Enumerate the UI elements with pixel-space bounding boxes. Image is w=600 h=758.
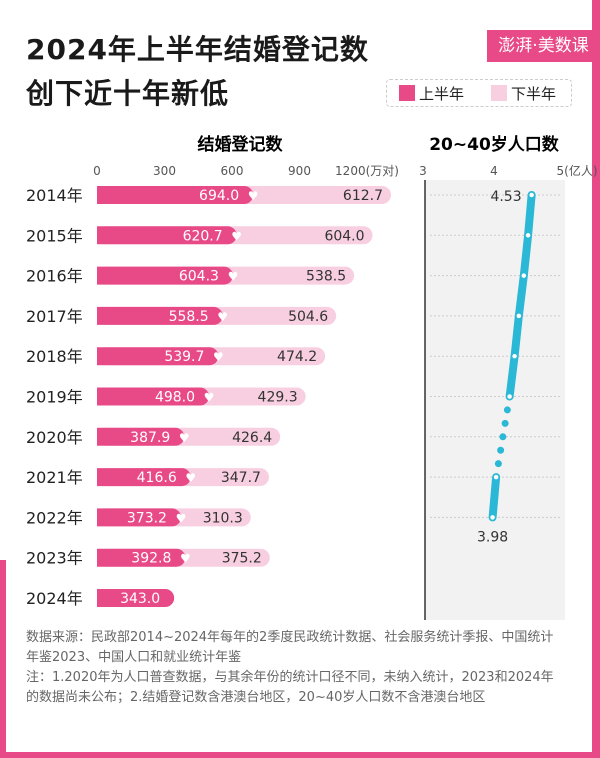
bar-first-half — [97, 387, 210, 406]
bar-value-label: 474.2 — [277, 349, 317, 365]
population-point — [524, 231, 532, 240]
population-line — [505, 191, 536, 401]
bar-value-label: 498.0 — [155, 390, 195, 406]
x-tick-label: 0 — [93, 164, 101, 178]
frame-border — [0, 560, 6, 758]
bar-first-half — [97, 468, 191, 487]
heart-icon: ♥ — [217, 310, 228, 324]
x-tick-label: 5(亿人) — [557, 163, 598, 178]
heart-icon: ♥ — [176, 511, 187, 525]
population-gap-dot — [499, 433, 507, 441]
bar-value-label: 539.7 — [164, 349, 204, 365]
bar-value-label: 620.7 — [183, 228, 223, 244]
population-value-label: 3.98 — [477, 529, 508, 545]
population-point — [515, 312, 523, 320]
x-tick-label: 4 — [490, 164, 498, 178]
x-tick-label: 300 — [153, 164, 176, 178]
bar-value-label: 392.8 — [131, 551, 171, 567]
bar-first-half — [97, 548, 186, 567]
category-label: 2019年 — [26, 388, 83, 407]
category-label: 2022年 — [26, 508, 83, 527]
bar-value-label: 558.5 — [169, 309, 209, 325]
population-value-label: 4.53 — [490, 189, 521, 205]
population-gap-dot — [494, 460, 502, 468]
bar-value-label: 604.0 — [324, 228, 364, 244]
bar-value-label: 373.2 — [127, 510, 167, 526]
bar-value-label: 429.3 — [258, 390, 298, 406]
bar-first-half — [97, 186, 254, 204]
frame-border — [592, 0, 600, 758]
legend: 上半年 下半年 — [386, 79, 572, 107]
heart-icon: ♥ — [248, 189, 259, 203]
frame-border — [0, 752, 600, 758]
category-label: 2018年 — [26, 347, 83, 366]
category-label: 2020年 — [26, 428, 83, 447]
line-chart-title: 20~40岁人口数 — [429, 134, 560, 155]
population-panel-bg — [425, 180, 565, 620]
notes: 数据来源：民政部2014~2024年每年的2季度民政统计数据、社会服务统计季报、… — [26, 628, 566, 708]
population-point — [505, 392, 514, 401]
footnote: 注：1.2020年为人口普查数据，与其余年份的统计口径不同，未纳入统计，2023… — [26, 670, 554, 705]
x-tick-label: 3 — [419, 164, 427, 178]
heart-icon: ♥ — [185, 471, 196, 485]
legend-label: 下半年 — [511, 85, 557, 103]
x-tick-label: 600 — [221, 164, 244, 178]
population-point — [488, 513, 497, 522]
bar-value-label: 416.6 — [137, 470, 177, 486]
bar-value-label: 310.3 — [203, 510, 243, 526]
population-point — [520, 271, 528, 280]
category-label: 2017年 — [26, 307, 83, 326]
heart-icon: ♥ — [179, 431, 190, 445]
category-label: 2015年 — [26, 226, 83, 245]
population-point — [510, 352, 519, 360]
legend-label: 上半年 — [419, 85, 465, 103]
brand-logo: 澎湃·美数课 — [487, 30, 600, 62]
bar-first-half — [97, 266, 233, 285]
heart-icon: ♥ — [204, 391, 215, 405]
category-label: 2023年 — [26, 549, 83, 568]
population-line — [488, 473, 501, 522]
x-tick-label: 1200(万对) — [335, 164, 399, 178]
title-line-2: 创下近十年新低 — [26, 77, 230, 110]
title-line-1: 2024年上半年结婚登记数 — [26, 33, 369, 66]
bar-first-half — [97, 226, 237, 245]
population-point — [492, 473, 500, 481]
bar-first-half — [97, 427, 185, 446]
bar-first-half — [97, 508, 181, 527]
population-point — [527, 191, 536, 199]
bar-value-label: 612.7 — [343, 188, 383, 204]
bar-first-half — [97, 589, 175, 607]
bar-first-half — [97, 306, 223, 325]
category-label: 2014年 — [26, 186, 83, 205]
bar-value-label: 538.5 — [306, 269, 346, 285]
bar-value-label: 347.7 — [221, 470, 261, 486]
bar-value-label: 604.3 — [179, 269, 219, 285]
bar-value-label: 387.9 — [130, 430, 170, 446]
bar-value-label: 504.6 — [288, 309, 328, 325]
bar-value-label: 694.0 — [199, 188, 239, 204]
population-gap-dot — [497, 446, 505, 454]
chart-area: 结婚登记数 20~40岁人口数 0 300 600 900 1200(万对) 2014年 6… — [26, 134, 598, 620]
category-label: 2024年 — [26, 589, 83, 608]
heart-icon: ♥ — [231, 229, 242, 243]
bar-value-label: 426.4 — [232, 430, 272, 446]
heart-icon: ♥ — [180, 552, 191, 566]
population-gap-dot — [501, 419, 509, 427]
source-note: 数据来源：民政部2014~2024年每年的2季度民政统计数据、社会服务统计季报、… — [26, 630, 554, 665]
bar-value-label: 375.2 — [222, 551, 262, 567]
bar-first-half — [96, 347, 219, 366]
bar-chart-title: 结婚登记数 — [198, 134, 284, 155]
heart-icon: ♥ — [228, 270, 239, 284]
heart-icon: ♥ — [213, 350, 224, 364]
x-tick-label: 900 — [288, 164, 311, 178]
legend-swatch-first-half — [399, 85, 415, 101]
population-gap-dot — [503, 406, 511, 414]
legend-swatch-second-half — [491, 85, 507, 101]
category-label: 2021年 — [26, 468, 83, 487]
bar-value-label: 343.0 — [120, 591, 160, 607]
category-label: 2016年 — [26, 267, 83, 286]
